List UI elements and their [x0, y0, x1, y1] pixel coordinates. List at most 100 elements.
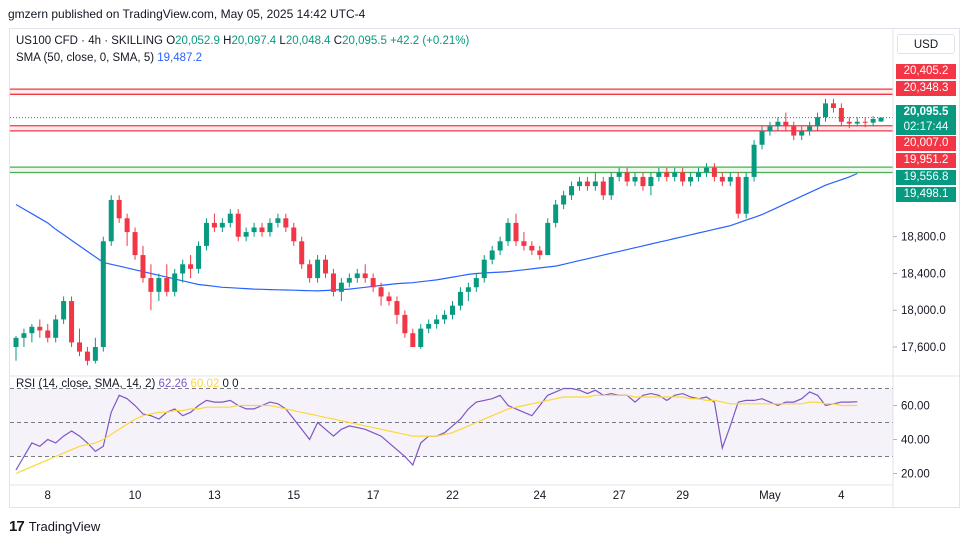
price-tag-support-lower: 19,498.1 [896, 187, 956, 202]
candle-body [362, 273, 368, 279]
candle-body [330, 273, 336, 292]
time-tick-label: 29 [676, 490, 689, 502]
candle-body [386, 296, 392, 302]
footer-brand: 17 TradingView [9, 518, 100, 535]
symbol-name[interactable]: US100 CFD · 4h · SKILLING [16, 35, 163, 47]
sma-value: 19,487.2 [157, 52, 203, 64]
candle-body [370, 278, 376, 288]
rsi-label: RSI (14, close, SMA, 14, 2) [16, 378, 156, 390]
candle-body [807, 126, 813, 131]
candle-body [489, 250, 495, 260]
price-tick-label: 18,400.0 [901, 268, 946, 280]
candle-body [783, 121, 789, 127]
candle-body [84, 351, 90, 361]
candle-body [569, 186, 575, 196]
candle-body [410, 333, 416, 348]
price-tag-last: 20,095.5 [896, 105, 956, 120]
candle-body [696, 172, 702, 177]
rsi-pane [10, 387, 893, 475]
candle-body [616, 172, 622, 177]
candle-body [21, 333, 27, 338]
price-tick-label: 17,600.0 [901, 342, 946, 354]
candle-body [600, 181, 606, 196]
candle-body [164, 278, 170, 292]
candle-body [465, 287, 471, 292]
rsi-value: 62.26 [158, 378, 188, 390]
candle-body [291, 227, 297, 242]
candle-body [791, 126, 797, 136]
rsi-extra-1: 0 [222, 378, 229, 390]
time-tick-label: 4 [838, 490, 845, 502]
candle-body [92, 347, 98, 361]
candle-body [196, 245, 202, 269]
candle-body [315, 259, 321, 279]
candle-body [275, 218, 281, 223]
candle-body [188, 264, 194, 269]
candle-body [29, 326, 35, 334]
symbol-legend: US100 CFD · 4h · SKILLING O20,052.9 H20,… [16, 35, 469, 47]
candle-body [664, 172, 670, 177]
low-value: 20,048.4 [285, 35, 331, 47]
candle-body [235, 213, 241, 237]
candle-body [823, 103, 829, 118]
candle-body [69, 301, 75, 343]
brand-name: TradingView [28, 519, 101, 534]
low-label: L [279, 35, 286, 47]
high-value: 20,097.4 [231, 35, 277, 47]
price-tag-mid-resistance-lower: 19,951.2 [896, 153, 956, 168]
candle-body [307, 264, 313, 279]
candle-body [418, 328, 424, 348]
candle-body [53, 319, 59, 338]
open-value: 20,052.9 [175, 35, 220, 47]
candle-body [719, 176, 725, 182]
candle-body [156, 278, 162, 292]
rsi-tick-label: 40.00 [901, 435, 930, 447]
candle-body [251, 227, 257, 233]
candle-body [346, 278, 352, 283]
open-label: O [166, 35, 176, 47]
candle-body [608, 176, 614, 196]
candle-body [283, 218, 289, 228]
candle-body [751, 144, 757, 177]
candle-body [450, 305, 455, 315]
candle-body [299, 241, 305, 265]
currency-button[interactable]: USD [897, 34, 955, 54]
candle-body [592, 181, 598, 187]
time-tick-label: 17 [367, 490, 380, 502]
candle-body [632, 176, 638, 182]
candle-body [140, 255, 146, 279]
candle-body [259, 227, 265, 233]
price-tag-resistance-lower: 20,348.3 [896, 81, 956, 96]
candle-body [45, 330, 51, 338]
candle-body [545, 222, 551, 256]
time-tick-label: 15 [287, 490, 300, 502]
time-tick-label: 8 [45, 490, 51, 502]
candle-body [100, 241, 106, 348]
candle-body [124, 218, 130, 233]
rsi-legend[interactable]: RSI (14, close, SMA, 14, 2) 62.26 60.02 … [16, 378, 239, 390]
candle-body [211, 222, 217, 228]
sma-legend[interactable]: SMA (50, close, 0, SMA, 5) 19,487.2 [16, 52, 202, 64]
resistance-band-fill [10, 89, 893, 95]
candle-body [172, 273, 178, 292]
candle-body [656, 172, 662, 177]
rsi-ma-value: 60.02 [190, 378, 220, 390]
sma-line [15, 172, 858, 292]
candle-body [473, 278, 479, 288]
candle-body [759, 130, 765, 145]
rsi-ma-series-line[interactable] [15, 394, 858, 475]
candle-body [862, 121, 868, 123]
chart-frame [9, 28, 960, 508]
candle-body [203, 222, 209, 246]
candle-body [870, 119, 876, 123]
candle-body [703, 167, 709, 173]
candle-body [434, 319, 440, 325]
price-tag-mid-resistance-upper: 20,007.0 [896, 136, 956, 151]
candle-body [108, 199, 114, 242]
candle-body [584, 181, 590, 187]
candle-body [180, 264, 186, 274]
resistance-band-fill [10, 125, 893, 131]
sma-series-line[interactable] [15, 172, 858, 292]
candle-body [775, 121, 781, 127]
